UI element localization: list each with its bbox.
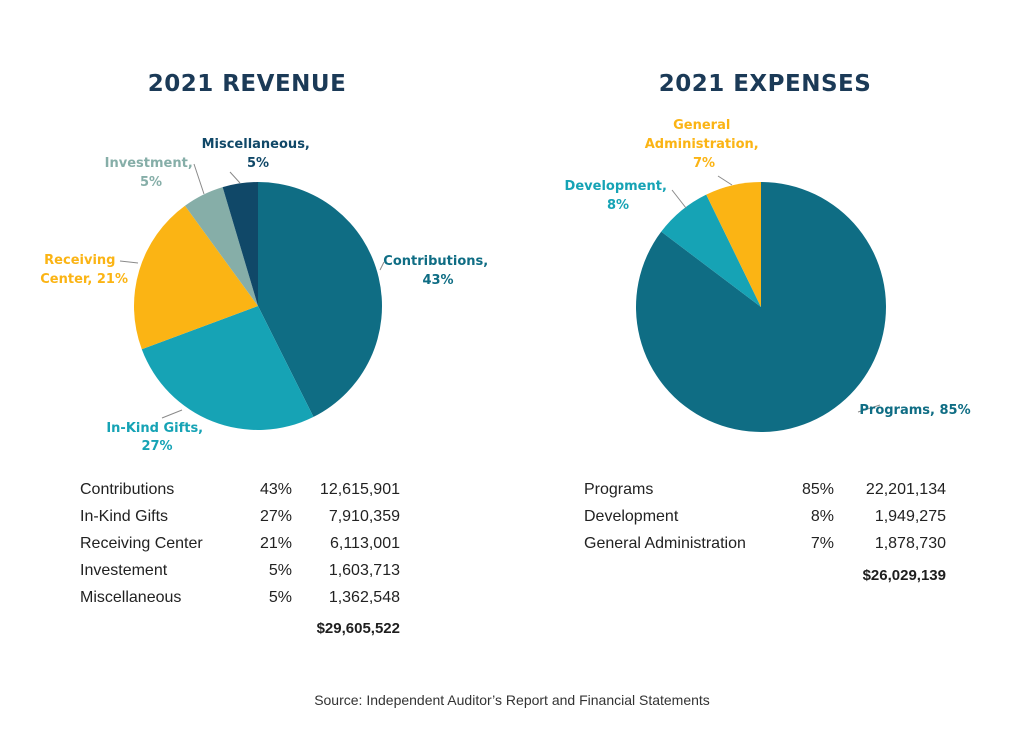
label-investment: Investment, 5% [105, 156, 198, 190]
expenses-pie [635, 182, 886, 432]
table-row: General Administration 7% 1,878,730 [584, 533, 954, 555]
row-amount: 22,201,134 [865, 481, 946, 498]
label-misc-line1: Miscellaneous, [202, 137, 310, 152]
row-amount: 1,362,548 [328, 589, 400, 606]
slice-misc [222, 182, 258, 306]
label-programs: Programs, 85% [859, 403, 970, 418]
row-amount: 7,910,359 [328, 508, 400, 525]
revenue-pie [133, 182, 382, 430]
label-development-line1: Development, [565, 179, 667, 194]
leader-investment [193, 163, 205, 195]
table-row: Contributions 43% 12,615,901 [80, 479, 410, 501]
leader-general-admin [717, 175, 733, 186]
table-row: In-Kind Gifts 27% 7,910,359 [80, 506, 410, 528]
label-receiving-line2: Center, 21% [40, 272, 128, 287]
revenue-total: $29,605,522 [316, 620, 400, 637]
row-percent: 21% [259, 535, 292, 552]
table-row: Investement 5% 1,603,713 [80, 560, 410, 582]
row-name: Investement [80, 562, 168, 579]
table-row: Programs 85% 22,201,134 [584, 479, 954, 501]
leader-development [671, 189, 687, 209]
label-general-admin: General Administration, 7% [645, 118, 764, 171]
label-development: Development, 8% [565, 179, 672, 213]
slice-contributions [258, 182, 382, 417]
label-general-admin-line3: 7% [693, 156, 715, 171]
row-amount: 1,949,275 [874, 508, 946, 525]
row-amount: 1,878,730 [874, 535, 946, 552]
expenses-title: 2021 EXPENSES [659, 71, 872, 97]
label-in-kind: In-Kind Gifts, 27% [106, 421, 207, 454]
row-name: Development [584, 508, 679, 525]
row-amount: 12,615,901 [319, 481, 400, 498]
leader-receiving [119, 260, 139, 264]
row-name: Contributions [80, 481, 175, 498]
row-name: General Administration [584, 535, 746, 552]
row-percent: 5% [268, 562, 292, 579]
row-percent: 8% [810, 508, 834, 525]
label-contributions-line1: Contributions, [383, 254, 488, 269]
label-in-kind-line2: 27% [141, 439, 172, 454]
row-percent: 7% [810, 535, 834, 552]
leader-in-kind [161, 409, 183, 419]
expenses-leader-lines [671, 175, 881, 413]
table-row: Receiving Center 21% 6,113,001 [80, 533, 410, 555]
label-misc-line2: 5% [247, 156, 269, 171]
row-name: Receiving Center [80, 535, 203, 552]
label-development-line2: 8% [607, 198, 629, 213]
label-in-kind-line1: In-Kind Gifts, [106, 421, 203, 436]
leader-misc [229, 171, 241, 184]
label-general-admin-line1: General [673, 118, 730, 133]
table-row: Miscellaneous 5% 1,362,548 [80, 587, 410, 609]
slice-receiving [133, 205, 258, 350]
slice-development [661, 194, 761, 307]
revenue-leader-lines [119, 163, 385, 419]
row-amount: 1,603,713 [328, 562, 400, 579]
source-note: Source: Independent Auditor’s Report and… [314, 692, 710, 708]
row-percent: 5% [268, 589, 292, 606]
revenue-title: 2021 REVENUE [148, 71, 347, 97]
label-general-admin-line2: Administration, [645, 137, 759, 152]
revenue-table: Contributions 43% 12,615,901 In-Kind Gif… [80, 479, 410, 619]
label-misc: Miscellaneous, 5% [202, 137, 315, 171]
label-contributions: Contributions, 43% [383, 254, 492, 288]
table-row: Development 8% 1,949,275 [584, 506, 954, 528]
row-name: Miscellaneous [80, 589, 182, 606]
expenses-total: $26,029,139 [862, 567, 946, 584]
label-contributions-line2: 43% [422, 273, 453, 288]
row-percent: 27% [259, 508, 292, 525]
row-percent: 85% [801, 481, 834, 498]
slice-investment [184, 187, 258, 306]
label-programs-line1: Programs, 85% [859, 403, 970, 418]
label-receiving: Receiving Center, 21% [40, 253, 128, 287]
row-amount: 6,113,001 [330, 535, 400, 552]
expenses-table: Programs 85% 22,201,134 Development 8% 1… [584, 479, 954, 559]
slice-in_kind [141, 306, 314, 430]
row-name: Programs [584, 481, 654, 498]
label-investment-line1: Investment, [105, 156, 193, 171]
label-investment-line2: 5% [140, 175, 162, 190]
leader-contributions [379, 261, 385, 271]
row-name: In-Kind Gifts [80, 508, 169, 525]
row-percent: 43% [259, 481, 292, 498]
leader-programs [857, 404, 881, 413]
label-receiving-line1: Receiving [44, 253, 115, 268]
slice-general_admin [706, 182, 761, 307]
slice-programs [635, 182, 886, 432]
